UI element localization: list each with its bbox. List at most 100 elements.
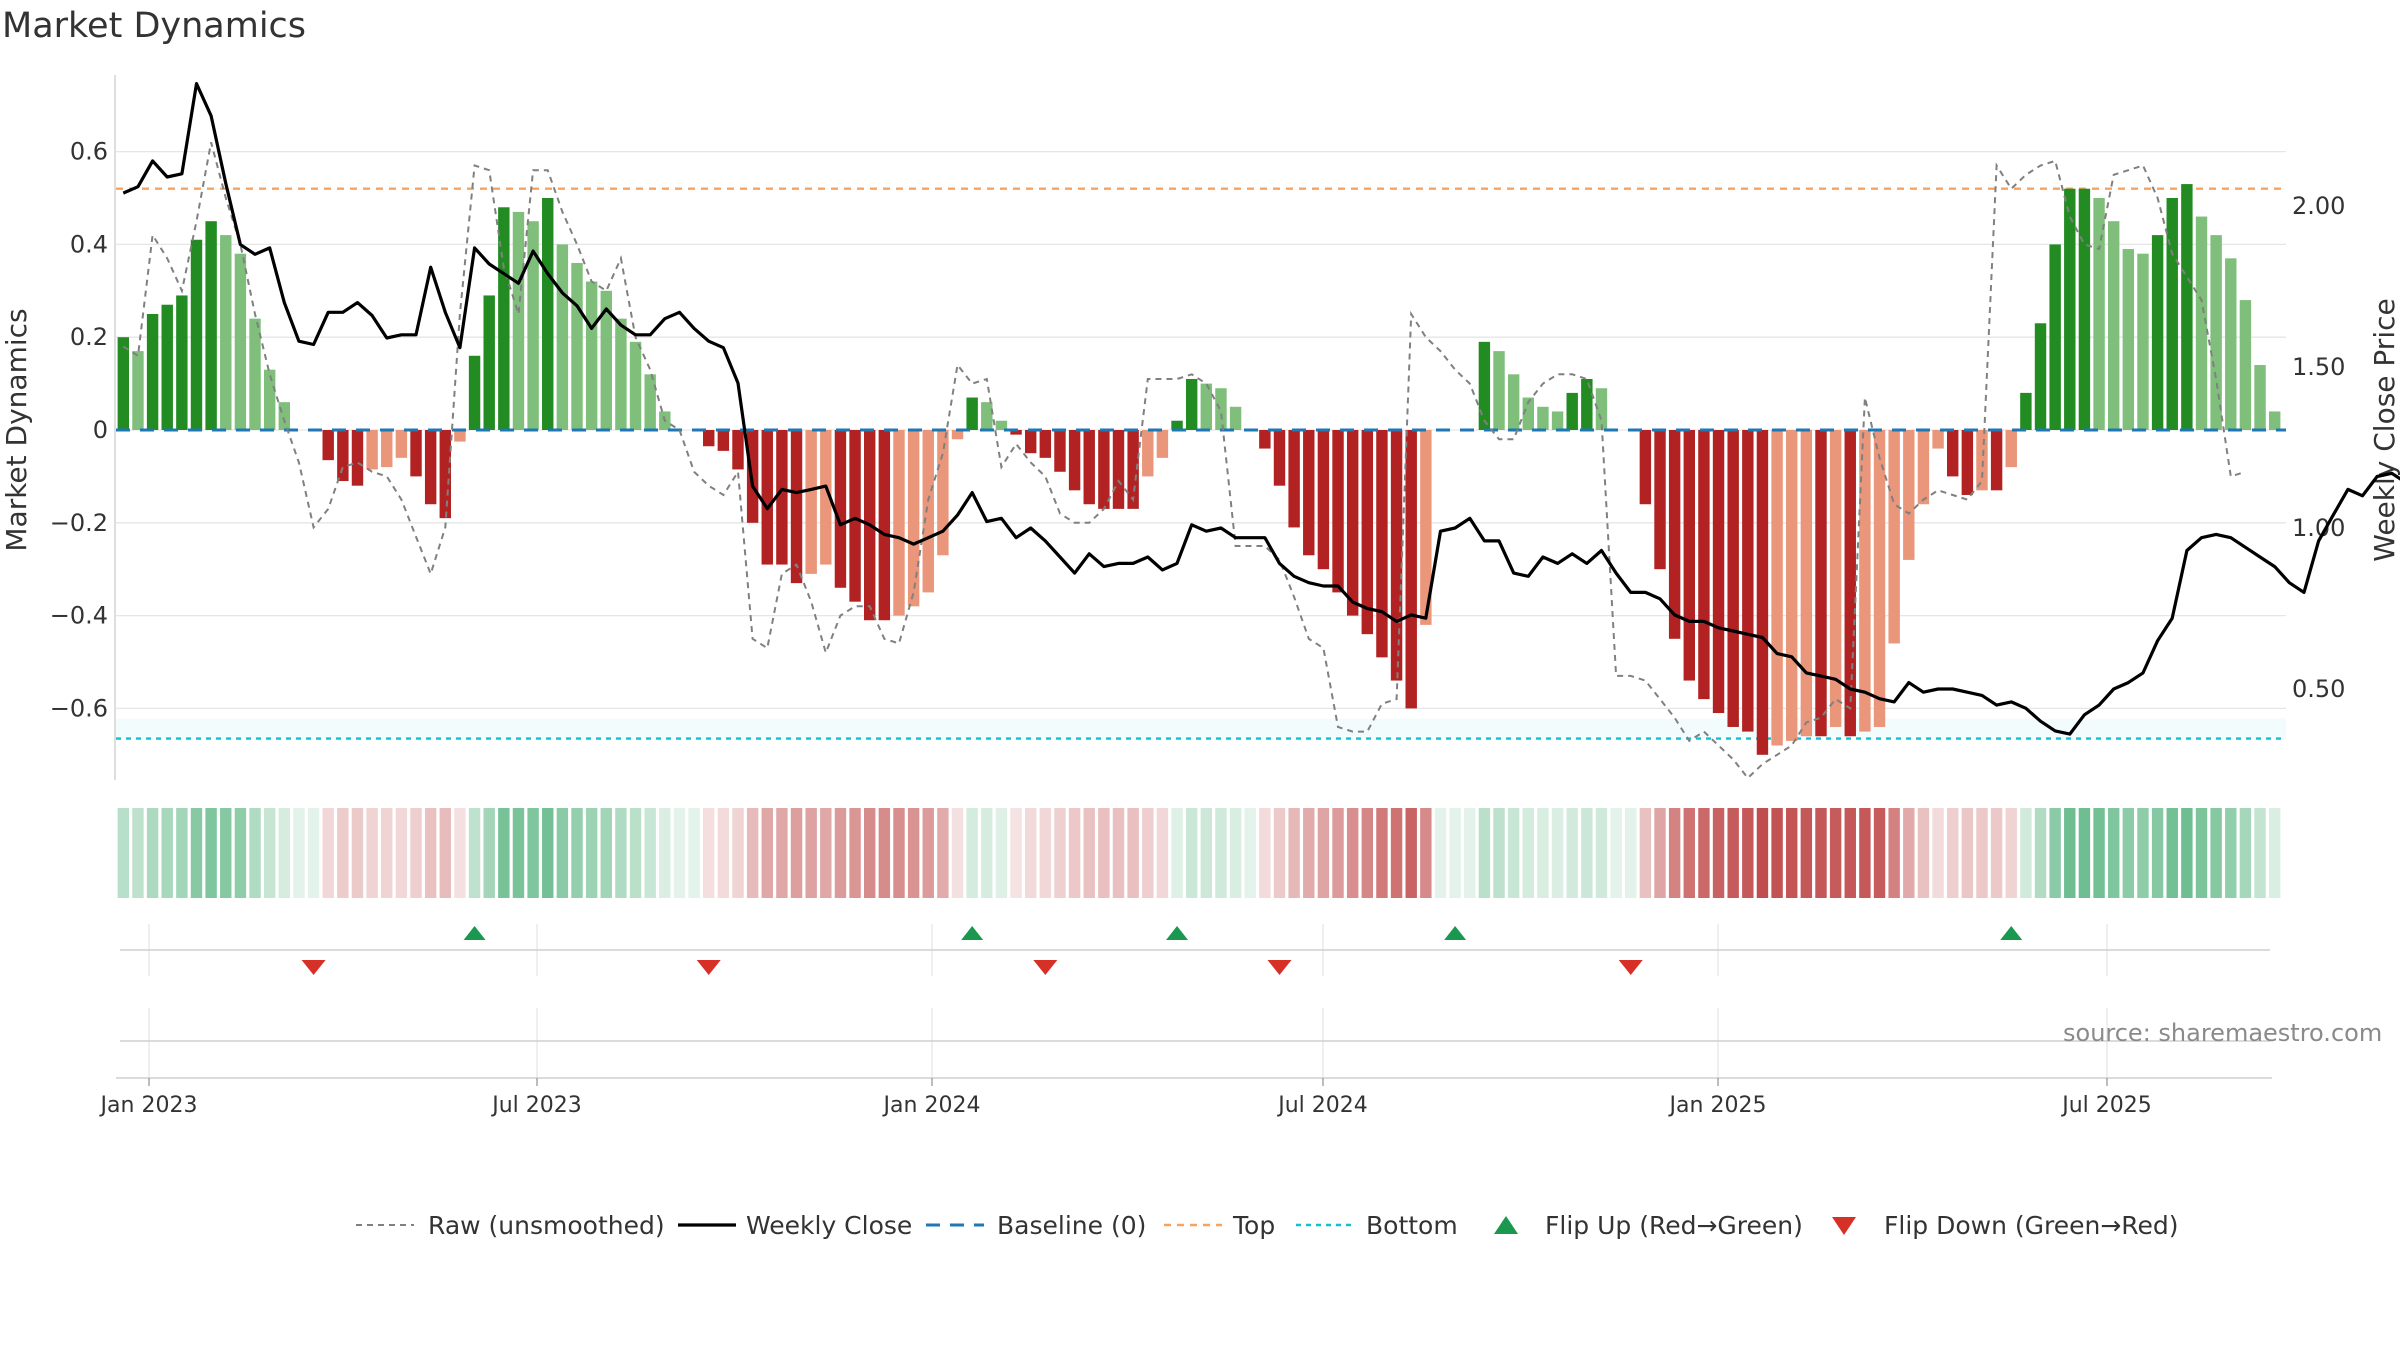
- regime-strip-cell: [498, 808, 510, 898]
- dynamics-bar: [2122, 249, 2135, 430]
- dynamics-bar: [615, 318, 627, 430]
- dynamics-bar: [1068, 430, 1081, 491]
- dynamics-bar: [351, 430, 364, 486]
- dynamics-bar: [1142, 430, 1154, 477]
- regime-strip-cell: [1888, 808, 1900, 898]
- dynamics-bar: [2181, 184, 2193, 430]
- dynamics-bar: [2049, 244, 2061, 430]
- regime-strip-cell: [395, 808, 408, 898]
- regime-strip-cell: [234, 808, 247, 898]
- dynamics-bar: [1024, 430, 1037, 454]
- dynamics-bar: [1405, 430, 1417, 709]
- dynamics-bar: [981, 402, 993, 430]
- dynamics-bar: [1420, 430, 1432, 625]
- regime-strip-cell: [454, 808, 466, 898]
- regime-strip-cell: [556, 808, 569, 898]
- dynamics-bar: [146, 314, 159, 430]
- regime-strip-cell: [995, 808, 1008, 898]
- dynamics-bar: [117, 337, 130, 430]
- regime-strip-cell: [571, 808, 583, 898]
- flip-down-marker: [1618, 960, 1643, 975]
- dynamics-bar: [1522, 397, 1534, 430]
- regime-strip-cell: [542, 808, 554, 898]
- regime-strip-cell: [527, 808, 539, 898]
- regime-strip-cell: [366, 808, 378, 898]
- regime-strip-cell: [2093, 808, 2105, 898]
- dynamics-bar: [527, 221, 539, 430]
- regime-strip-cell: [2122, 808, 2135, 898]
- flip-down-marker: [1033, 960, 1058, 975]
- dynamics-bar: [629, 341, 642, 430]
- dynamics-bar: [893, 430, 905, 616]
- regime-strip-cell: [337, 808, 349, 898]
- dynamics-bar: [1156, 430, 1169, 458]
- dynamics-bar: [1815, 430, 1827, 737]
- dynamics-bar: [1010, 430, 1022, 435]
- regime-strip-cell: [1903, 808, 1915, 898]
- regime-strip-cell: [1376, 808, 1388, 898]
- dynamics-bar: [571, 262, 583, 430]
- legend-bottom-label: Bottom: [1366, 1211, 1458, 1240]
- regime-strip-cell: [1493, 808, 1505, 898]
- dynamics-bar: [1215, 388, 1227, 430]
- dynamics-bar: [483, 295, 495, 430]
- regime-strip-cell: [2225, 808, 2237, 898]
- weekly-close-line: [122, 81, 2400, 736]
- regime-strip-cell: [220, 808, 232, 898]
- regime-strip-cell: [293, 808, 305, 898]
- x-tick-label: Jan 2024: [882, 1093, 981, 1118]
- regime-strip-cell: [1288, 808, 1300, 898]
- regime-strip-cell: [1712, 808, 1725, 898]
- y-right-tick-label: 2.00: [2292, 192, 2345, 220]
- dynamics-bar: [1478, 341, 1491, 430]
- regime-strip-cell: [2181, 808, 2193, 898]
- regime-strip-cell: [1800, 808, 1813, 898]
- regime-strip-cell: [1917, 808, 1930, 898]
- y-axis-label: Market Dynamics: [0, 308, 33, 551]
- dynamics-bar: [1961, 430, 1974, 495]
- dynamics-bar: [2064, 188, 2076, 430]
- dynamics-bar: [790, 430, 803, 584]
- dynamics-bar: [1786, 430, 1798, 741]
- dynamics-bar: [205, 221, 217, 430]
- regime-strip-cell: [820, 808, 832, 898]
- regime-strip-cell: [1039, 808, 1052, 898]
- regime-strip-cell: [1303, 808, 1315, 898]
- y-right-tick-label: 1.00: [2292, 514, 2345, 542]
- dynamics-bar: [1888, 430, 1900, 644]
- legend-flip-down-label: Flip Down (Green→Red): [1884, 1211, 2179, 1240]
- dynamics-bar: [190, 239, 203, 430]
- dynamics-bar: [1288, 430, 1300, 528]
- dynamics-bar: [2254, 365, 2266, 430]
- regime-strip-cell: [2137, 808, 2149, 898]
- dynamics-bar: [2020, 392, 2032, 430]
- regime-strip-cell: [2151, 808, 2164, 898]
- regime-strip-cell: [2107, 808, 2120, 898]
- dynamics-bar: [1493, 351, 1505, 430]
- regime-strip-cell: [1625, 808, 1637, 898]
- dynamics-bar: [1771, 430, 1783, 746]
- regime-strip-cell: [1873, 808, 1886, 898]
- regime-strip-cell: [161, 808, 173, 898]
- dynamics-bar: [1098, 430, 1110, 509]
- dynamics-bar: [1273, 430, 1286, 486]
- dynamics-bar: [761, 430, 773, 565]
- dynamics-bar: [1903, 430, 1915, 560]
- bottom-zone: [116, 718, 2286, 739]
- dynamics-bar: [2239, 300, 2252, 430]
- regime-strip-cell: [1420, 808, 1432, 898]
- regime-strip-cell: [2020, 808, 2032, 898]
- dynamics-bar: [2210, 235, 2222, 430]
- regime-strip-cell: [190, 808, 203, 898]
- regime-strip-cell: [1551, 808, 1564, 898]
- regime-strip-cell: [1215, 808, 1227, 898]
- chart-title: Market Dynamics: [2, 6, 307, 46]
- regime-strip-cell: [1332, 808, 1344, 898]
- regime-strip-cell: [1668, 808, 1681, 898]
- dynamics-bar: [1507, 374, 1520, 430]
- dynamics-bar: [1859, 430, 1871, 732]
- dynamics-bar: [1873, 430, 1886, 727]
- regime-strip-cell: [1522, 808, 1534, 898]
- regime-strip-cell: [2195, 808, 2208, 898]
- regime-strip-cell: [907, 808, 920, 898]
